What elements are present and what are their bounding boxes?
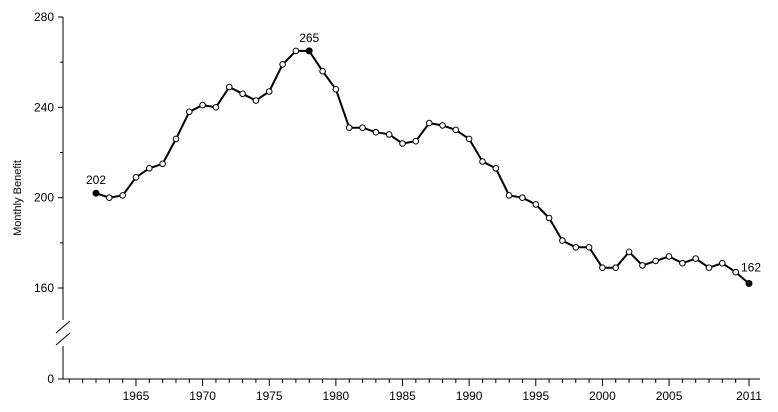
data-point-1989 [452,126,460,134]
data-point-1988 [439,122,446,129]
data-point-2001 [612,264,620,272]
data-point-1970 [199,101,206,109]
axes [55,17,760,380]
y-tick-label-0: 0 [47,372,54,386]
data-point-2007 [692,255,700,262]
data-point-2009 [719,259,726,267]
x-tick-label-1990: 1990 [456,389,483,403]
x-tick-label-1965: 1965 [123,389,150,403]
data-point-1969 [186,108,193,116]
data-point-1986 [412,137,420,145]
data-point-1965 [132,174,140,181]
data-point-1990 [465,135,473,143]
x-tick-label-1985: 1985 [389,389,416,403]
data-point-1973 [239,90,246,98]
data-labels: 202 265 162 [86,31,761,275]
data-point-2005 [665,253,673,260]
data-point-1974 [252,97,260,104]
data-label-1962: 202 [86,173,106,187]
x-tick-label-1970: 1970 [189,389,216,403]
x-tick-label-1980: 1980 [323,389,350,403]
data-point-1982 [359,124,366,131]
data-point-2000 [599,264,606,272]
data-point-1997 [559,237,566,244]
y-tick-label-240: 240 [34,100,54,114]
data-point-1981 [345,124,353,131]
data-point-1968 [172,135,180,143]
data-point-2010 [732,268,740,276]
data-label-1978: 265 [299,31,319,45]
data-point-1994 [519,194,526,201]
y-tick-label-280: 280 [34,10,54,24]
data-point-1987 [425,119,433,127]
data-point-1964 [119,192,126,199]
data-point-2004 [652,257,660,265]
data-point-1966 [146,165,153,172]
data-point-1979 [319,67,326,75]
data-point-1983 [372,128,380,136]
y-axis-title: Monthly Benefit [12,160,24,236]
y-axis-ticks: 0 160 200 240 280 [34,10,63,386]
y-tick-label-200: 200 [34,191,54,205]
data-point-1972 [226,83,233,91]
data-point-1962 [92,189,100,197]
data-point-1980 [332,86,340,93]
data-point-1998 [572,244,580,251]
x-tick-label-2000: 2000 [589,389,616,403]
data-label-2011: 162 [741,260,761,274]
x-axis-ticks: 1965 1970 1975 1980 1985 1990 1995 2000 2005 2011 [68,379,762,403]
data-point-1976 [279,61,286,68]
data-point-1977 [292,47,300,55]
data-point-1963 [106,194,113,201]
y-tick-label-160: 160 [34,281,54,295]
data-point-2002 [625,248,633,256]
data-point-2008 [705,264,713,272]
data-point-1985 [399,140,406,147]
data-point-1971 [212,104,220,111]
x-tick-label-2005: 2005 [656,389,683,403]
axis-break-mark-upper [55,320,71,334]
data-point-1993 [505,192,513,199]
data-point-1991 [479,158,486,165]
x-tick-label-2011: 2011 [736,389,762,403]
data-point-1978 [305,47,313,55]
axis-break-mark-lower [55,332,71,346]
data-point-1996 [545,214,553,222]
data-point-1999 [585,244,593,251]
data-point-2011 [745,280,753,287]
data-point-2003 [639,262,646,269]
x-tick-label-1995: 1995 [522,389,549,403]
data-point-1995 [532,201,540,208]
data-point-2006 [679,259,686,267]
data-point-1992 [492,165,500,172]
series-line [95,49,750,285]
data-point-1975 [265,88,273,95]
series-monthly-benefit [92,47,753,287]
data-point-1984 [385,131,393,138]
x-tick-label-1975: 1975 [256,389,283,403]
data-point-1967 [159,160,166,168]
